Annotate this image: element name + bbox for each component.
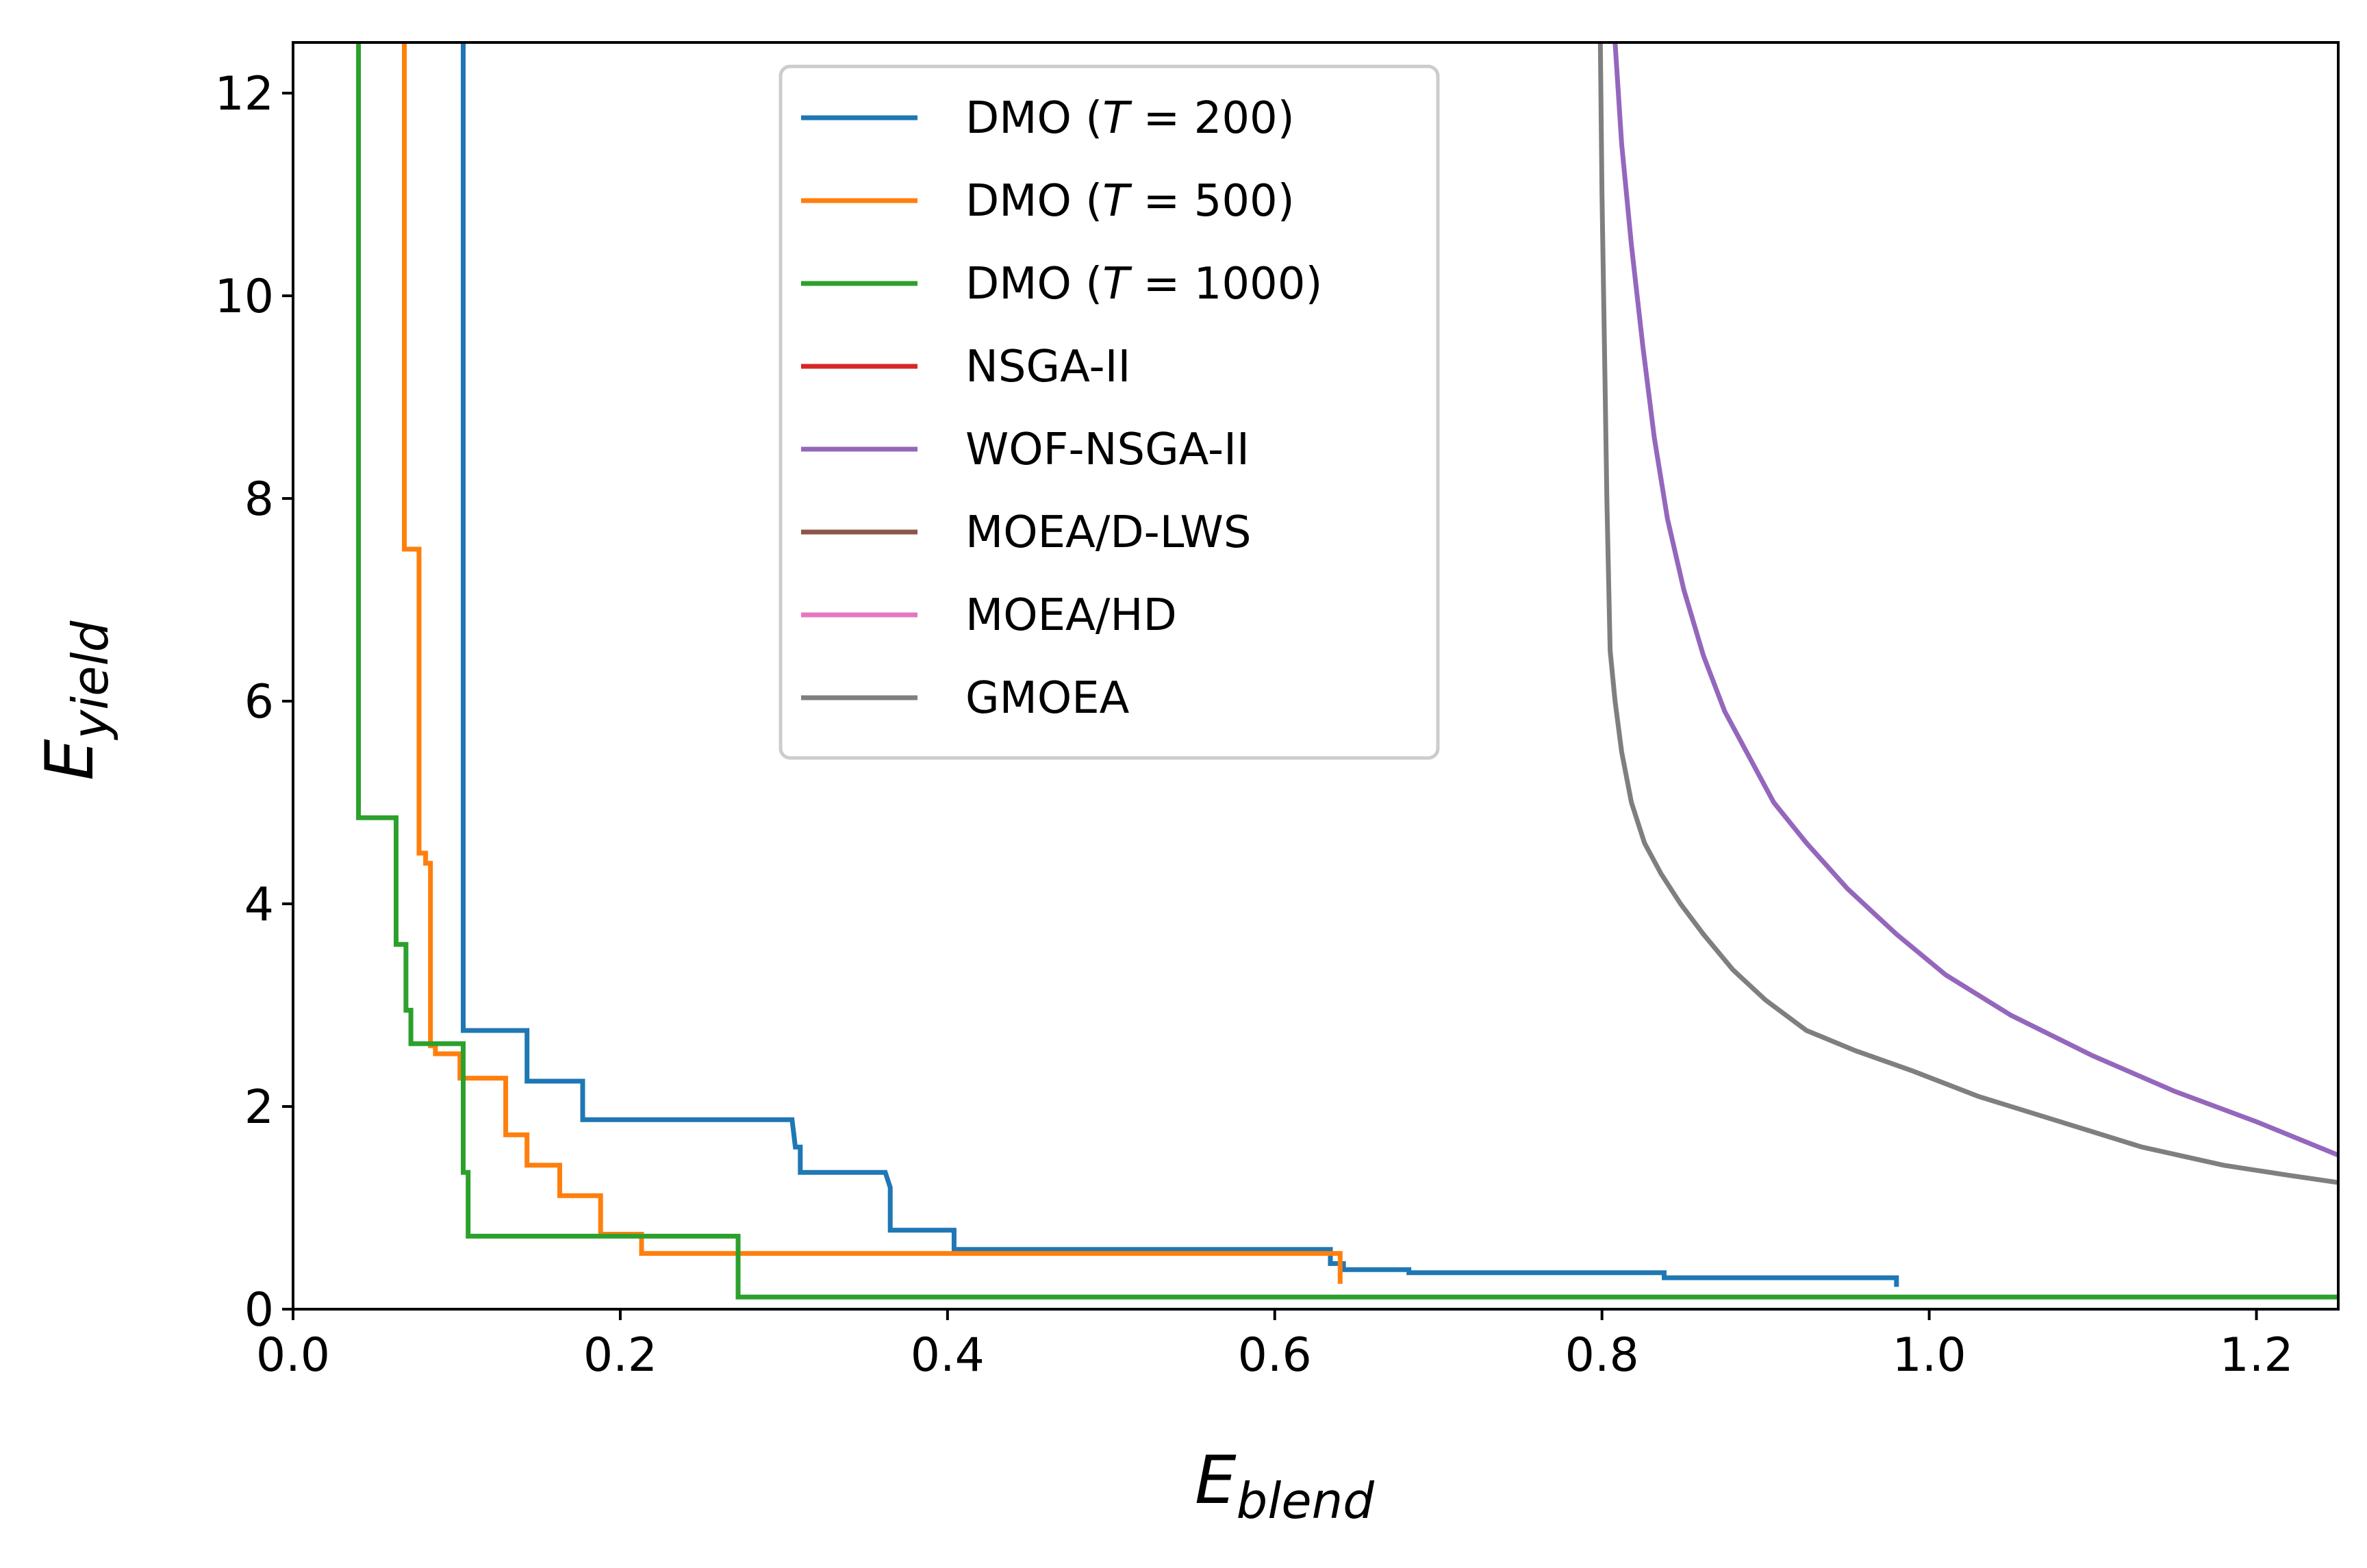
legend-label-moea-d-lws: MOEA/D-LWS — [965, 507, 1251, 558]
legend-label-gmoea: GMOEA — [965, 673, 1130, 724]
x-tick-label: 0.8 — [1565, 1328, 1639, 1382]
y-tick-label: 4 — [244, 878, 274, 932]
x-axis-label-main: E — [1195, 1442, 1237, 1519]
plot-frame — [292, 41, 2340, 1311]
x-tick-label: 0.0 — [256, 1328, 330, 1382]
y-axis-label-main: E — [31, 739, 108, 781]
legend-label-wof-nsga-ii: WOF-NSGA-II — [965, 425, 1250, 475]
series-line-gmoea — [1597, 42, 2338, 1185]
ticks-layer: 0.0 0.2 0.4 0.6 0.8 1.0 1.2 0 2 4 6 8 10 12 — [214, 67, 2293, 1382]
x-axis-label: Eblend — [1195, 1442, 1375, 1530]
y-tick-label: 2 — [244, 1080, 274, 1135]
x-tick-label: 1.2 — [2219, 1328, 2293, 1382]
legend-label-dmo-t-500: DMO (T = 500) — [965, 176, 1295, 227]
series-line-wof-nsga-ii — [1612, 42, 2338, 1158]
x-tick-label: 1.0 — [1893, 1328, 1966, 1382]
y-tick-label: 0 — [244, 1283, 274, 1337]
legend-label-moea-hd: MOEA/HD — [965, 590, 1177, 641]
y-axis-label-sub: yield — [62, 620, 119, 740]
y-tick-label: 12 — [214, 67, 274, 121]
series-layer — [356, 42, 2338, 1300]
x-tick-label: 0.4 — [911, 1328, 985, 1382]
legend-label-dmo-t-1000: DMO (T = 1000) — [965, 259, 1322, 309]
x-tick-label: 0.2 — [583, 1328, 657, 1382]
y-tick-label: 8 — [244, 472, 274, 527]
y-axis-label: Eyield — [31, 620, 119, 781]
legend-label-dmo-t-200: DMO (T = 200) — [965, 93, 1295, 144]
legend-box — [779, 64, 1440, 760]
y-tick-label: 6 — [244, 675, 274, 729]
series-line-dmo-t-1000 — [356, 42, 2338, 1300]
x-tick-label: 0.6 — [1238, 1328, 1312, 1382]
series-line-dmo-t-200 — [461, 42, 1899, 1287]
x-axis-label-sub: blend — [1237, 1472, 1376, 1530]
legend: DMO (T = 200) DMO (T = 500) DMO (T = 1000)… — [779, 64, 1440, 760]
legend-entries: DMO (T = 200) DMO (T = 500) DMO (T = 1000)… — [801, 93, 1322, 724]
y-tick-label: 10 — [214, 270, 274, 324]
legend-label-nsga-ii: NSGA-II — [965, 342, 1130, 392]
